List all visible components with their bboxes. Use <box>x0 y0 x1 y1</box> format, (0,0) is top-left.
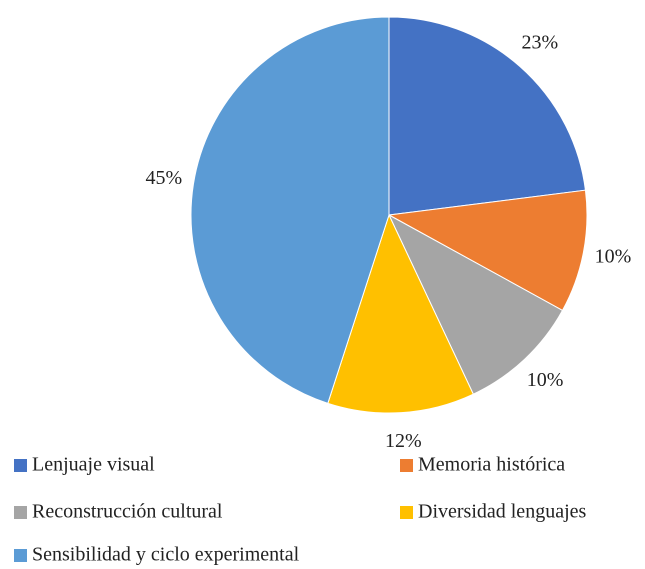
legend-swatch <box>400 506 413 519</box>
pie-slice <box>190 16 390 404</box>
legend-label: Reconstrucción cultural <box>32 501 223 523</box>
legend-label: Lenjuaje visual <box>32 454 155 476</box>
legend-label: Memoria histórica <box>418 454 565 476</box>
data-label: 10% <box>527 369 564 391</box>
data-label: 10% <box>595 245 632 267</box>
legend-label: Diversidad lenguajes <box>418 501 586 523</box>
data-label: 45% <box>145 167 182 189</box>
legend-swatch <box>14 549 27 562</box>
legend-label: Sensibilidad y ciclo experimental <box>32 544 300 566</box>
pie-slice <box>327 213 474 414</box>
legend-swatch <box>14 459 27 472</box>
pie-slice <box>387 189 588 312</box>
pie-slice <box>387 213 564 395</box>
legend-swatch <box>400 459 413 472</box>
pie-slice <box>388 16 586 216</box>
data-label: 23% <box>521 32 558 54</box>
data-label: 12% <box>385 430 422 452</box>
legend-swatch <box>14 506 27 519</box>
